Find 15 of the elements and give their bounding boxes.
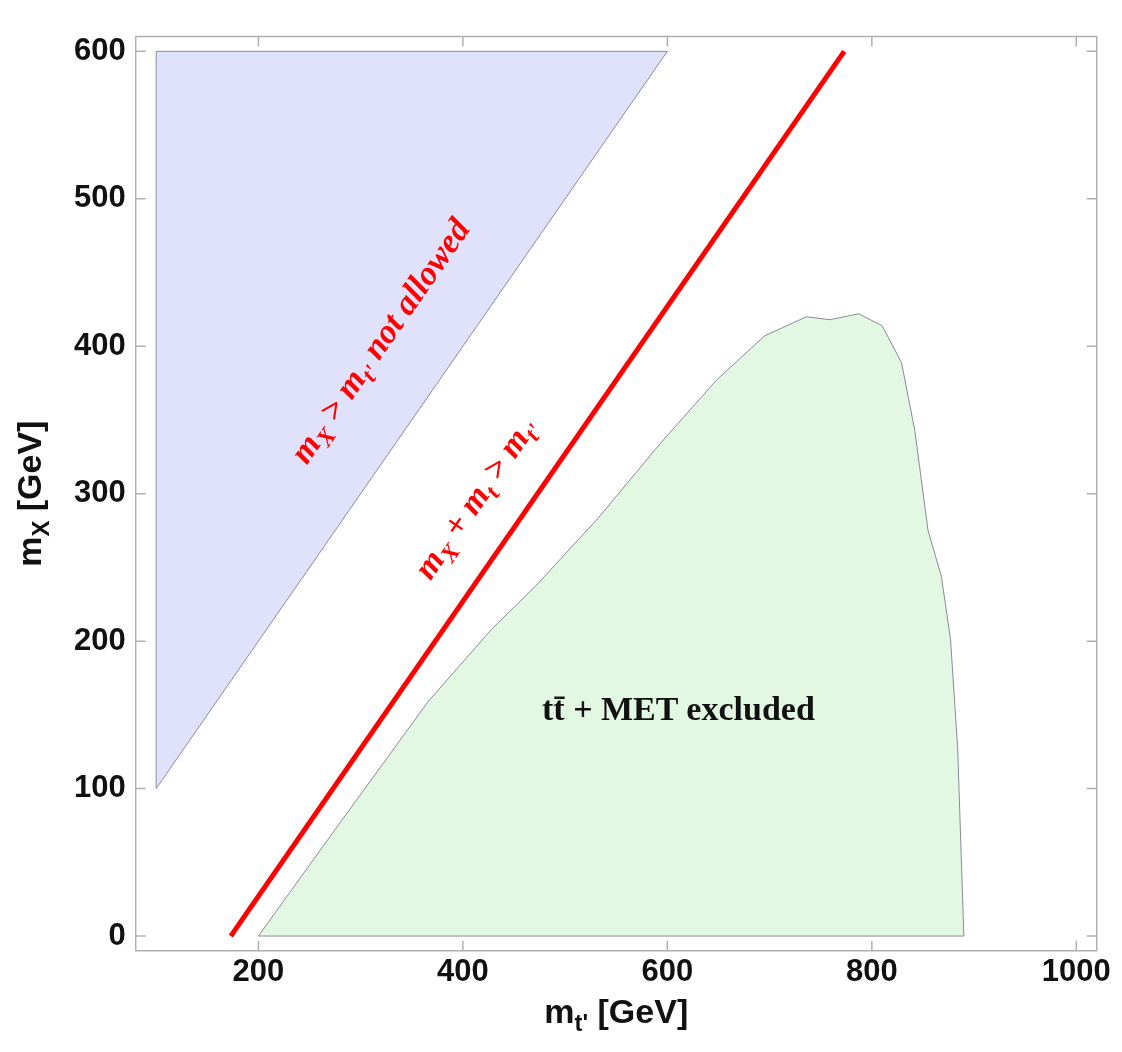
x-tick-label: 1000 (1041, 952, 1111, 988)
x-tick-label: 200 (232, 952, 285, 988)
x-tick-label: 800 (845, 952, 898, 988)
y-tick-label: 300 (73, 474, 126, 510)
y-axis-title: mX [GeV] (10, 420, 54, 567)
x-tick-label: 400 (437, 952, 489, 988)
y-tick-label: 400 (73, 326, 126, 362)
annotation: mX + mt > mt' (405, 419, 549, 586)
y-tick-label: 600 (73, 31, 126, 67)
y-tick-label: 0 (108, 916, 126, 952)
y-tick-label: 100 (73, 769, 126, 805)
x-tick-label: 600 (641, 952, 694, 988)
y-tick-label: 200 (73, 621, 126, 657)
annotation: tt̄ + MET excluded (542, 690, 815, 728)
y-tick-label: 500 (73, 179, 126, 215)
